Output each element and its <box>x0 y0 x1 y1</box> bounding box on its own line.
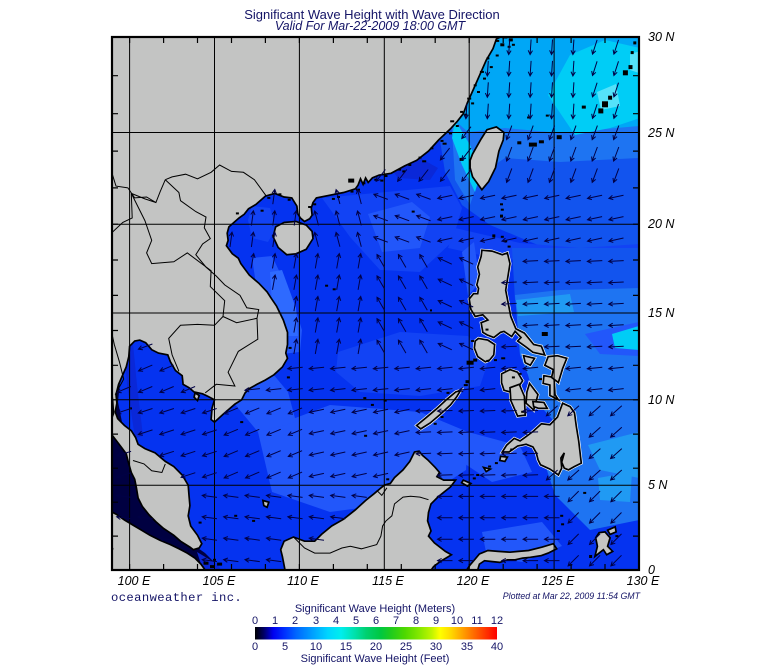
svg-text:Significant Wave Height (Feet): Significant Wave Height (Feet) <box>301 653 450 665</box>
svg-text:110 E: 110 E <box>287 574 319 588</box>
svg-text:40: 40 <box>491 641 503 653</box>
svg-text:25 N: 25 N <box>647 126 675 140</box>
svg-text:15 N: 15 N <box>648 306 675 320</box>
svg-text:5: 5 <box>353 615 359 627</box>
svg-text:5: 5 <box>282 641 288 653</box>
svg-text:4: 4 <box>333 615 339 627</box>
svg-text:9: 9 <box>433 615 439 627</box>
svg-text:0: 0 <box>648 563 655 577</box>
svg-text:Significant Wave Height with W: Significant Wave Height with Wave Direct… <box>244 7 500 22</box>
svg-text:Significant Wave Height (Meter: Significant Wave Height (Meters) <box>295 603 455 615</box>
svg-text:6: 6 <box>373 615 379 627</box>
svg-text:Valid For Mar-22-2009 18:00 GM: Valid For Mar-22-2009 18:00 GMT <box>275 19 467 33</box>
svg-text:115 E: 115 E <box>372 574 404 588</box>
svg-text:35: 35 <box>461 641 473 653</box>
svg-text:12: 12 <box>491 615 503 627</box>
svg-text:11: 11 <box>471 615 482 627</box>
svg-text:10: 10 <box>451 615 463 627</box>
svg-text:20: 20 <box>370 641 382 653</box>
svg-text:7: 7 <box>393 615 399 627</box>
svg-text:120 E: 120 E <box>457 574 490 588</box>
svg-text:30 N: 30 N <box>648 30 675 44</box>
svg-text:0: 0 <box>252 641 258 653</box>
svg-text:10: 10 <box>310 641 322 653</box>
svg-text:10 N: 10 N <box>648 393 675 407</box>
svg-text:oceanweather inc.: oceanweather inc. <box>111 591 242 605</box>
svg-text:105 E: 105 E <box>203 574 236 588</box>
svg-text:100 E: 100 E <box>118 574 151 588</box>
svg-text:125 E: 125 E <box>542 574 575 588</box>
svg-text:20 N: 20 N <box>647 217 675 231</box>
svg-text:1: 1 <box>272 615 278 627</box>
svg-text:30: 30 <box>430 641 442 653</box>
svg-text:5 N: 5 N <box>648 478 668 492</box>
svg-text:15: 15 <box>340 641 352 653</box>
svg-text:130 E: 130 E <box>627 574 660 588</box>
svg-text:0: 0 <box>252 615 258 627</box>
svg-text:2: 2 <box>292 615 298 627</box>
svg-text:Plotted at Mar 22, 2009 11:54: Plotted at Mar 22, 2009 11:54 GMT <box>503 591 641 601</box>
svg-text:25: 25 <box>400 641 412 653</box>
svg-text:3: 3 <box>313 615 319 627</box>
svg-text:8: 8 <box>413 615 419 627</box>
